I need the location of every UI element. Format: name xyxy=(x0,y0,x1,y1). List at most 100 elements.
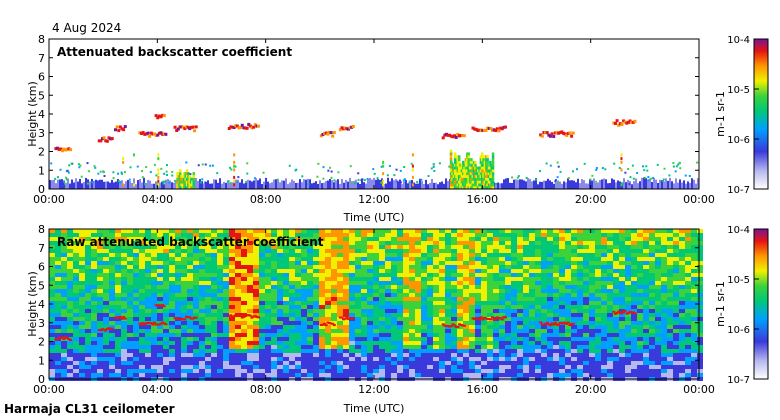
noise-cell xyxy=(79,285,85,289)
noise-cell xyxy=(145,353,151,357)
noise-cell xyxy=(511,273,517,277)
noise-cell xyxy=(487,325,493,329)
noise-cell xyxy=(241,237,247,241)
aerosol-cell xyxy=(59,168,62,171)
noise-cell xyxy=(391,233,397,237)
streak-cell xyxy=(132,183,135,187)
plume-cell xyxy=(487,166,491,170)
noise-cell xyxy=(205,317,211,321)
noise-cell xyxy=(361,249,367,253)
noise-cell xyxy=(361,341,367,345)
noise-cell xyxy=(469,337,475,341)
noise-cell xyxy=(637,241,643,245)
noise-cell xyxy=(313,277,319,281)
noise-cell xyxy=(463,337,469,341)
noise-cell xyxy=(613,353,619,357)
noise-cell xyxy=(253,297,259,301)
noise-cell xyxy=(535,365,541,369)
noise-cell xyxy=(49,349,55,353)
noise-cell xyxy=(289,237,295,241)
noise-cell xyxy=(433,257,439,261)
noise-cell xyxy=(439,373,445,377)
noise-cell xyxy=(607,333,613,337)
noise-cell xyxy=(211,361,217,365)
noise-cell xyxy=(421,273,427,277)
cloud-cell xyxy=(159,115,163,119)
aerosol-cell xyxy=(322,166,325,169)
noise-cell xyxy=(145,229,151,233)
noise-cell xyxy=(349,373,355,377)
noise-cell xyxy=(301,285,307,289)
aerosol-cell xyxy=(375,180,378,183)
noise-cell xyxy=(319,245,325,249)
noise-cell xyxy=(505,313,511,317)
noise-cell xyxy=(589,297,595,301)
noise-cell xyxy=(61,329,67,333)
noise-cell xyxy=(271,357,277,361)
noise-cell xyxy=(91,233,97,237)
noise-cell xyxy=(247,269,253,273)
noise-cell xyxy=(391,321,397,325)
noise-cell xyxy=(253,269,259,273)
noise-cell xyxy=(517,253,523,257)
noise-cell xyxy=(457,237,463,241)
aerosol-cell xyxy=(65,178,68,181)
noise-cell xyxy=(307,285,313,289)
noise-cell xyxy=(589,237,595,241)
boundary-layer-cell xyxy=(505,178,507,189)
noise-cell xyxy=(301,309,307,313)
plume-cell xyxy=(183,183,186,187)
noise-cell xyxy=(637,233,643,237)
noise-cell xyxy=(121,229,127,233)
noise-cell xyxy=(361,365,367,369)
noise-cell xyxy=(319,317,325,321)
noise-cell xyxy=(319,309,325,313)
noise-cell xyxy=(367,281,373,285)
noise-cell xyxy=(403,353,409,357)
noise-cell xyxy=(421,313,427,317)
aerosol-cell xyxy=(516,176,519,179)
noise-cell xyxy=(397,285,403,289)
cloud-cell xyxy=(539,133,543,137)
plume-cell xyxy=(480,169,484,173)
noise-cell xyxy=(451,333,457,337)
noise-cell xyxy=(79,289,85,293)
noise-cell xyxy=(139,277,145,281)
noise-cell xyxy=(229,297,235,301)
noise-cell xyxy=(637,229,643,233)
noise-cell xyxy=(229,249,235,253)
plume-cell xyxy=(462,160,465,164)
noise-cell xyxy=(427,373,433,377)
raw-backscatter-heatmap xyxy=(49,229,703,381)
boundary-layer-cell xyxy=(531,181,533,189)
noise-cell xyxy=(79,337,85,341)
noise-cell xyxy=(577,261,583,265)
noise-cell xyxy=(457,241,463,245)
noise-cell xyxy=(481,233,487,237)
noise-cell xyxy=(583,369,589,373)
noise-cell xyxy=(151,237,157,241)
noise-cell xyxy=(331,261,337,265)
aerosol-cell xyxy=(140,170,143,173)
boundary-layer-cell xyxy=(325,181,327,189)
noise-cell xyxy=(295,337,301,341)
noise-cell xyxy=(493,357,499,361)
noise-cell xyxy=(139,253,145,257)
cloud-cell xyxy=(154,114,158,118)
noise-cell xyxy=(109,305,115,309)
noise-cell xyxy=(529,341,535,345)
noise-cell xyxy=(175,345,181,349)
cloud-cell xyxy=(257,124,260,128)
noise-cell xyxy=(253,241,259,245)
noise-cell xyxy=(535,321,541,325)
plume-cell xyxy=(187,174,190,178)
aerosol-cell xyxy=(556,161,559,164)
noise-cell xyxy=(169,345,175,349)
noise-cell xyxy=(619,261,625,265)
noise-cell xyxy=(475,301,481,305)
boundary-layer-cell xyxy=(295,182,297,189)
noise-cell xyxy=(391,353,397,357)
noise-cell xyxy=(475,329,481,333)
cloud-cell xyxy=(180,125,184,129)
noise-cell xyxy=(109,373,115,377)
